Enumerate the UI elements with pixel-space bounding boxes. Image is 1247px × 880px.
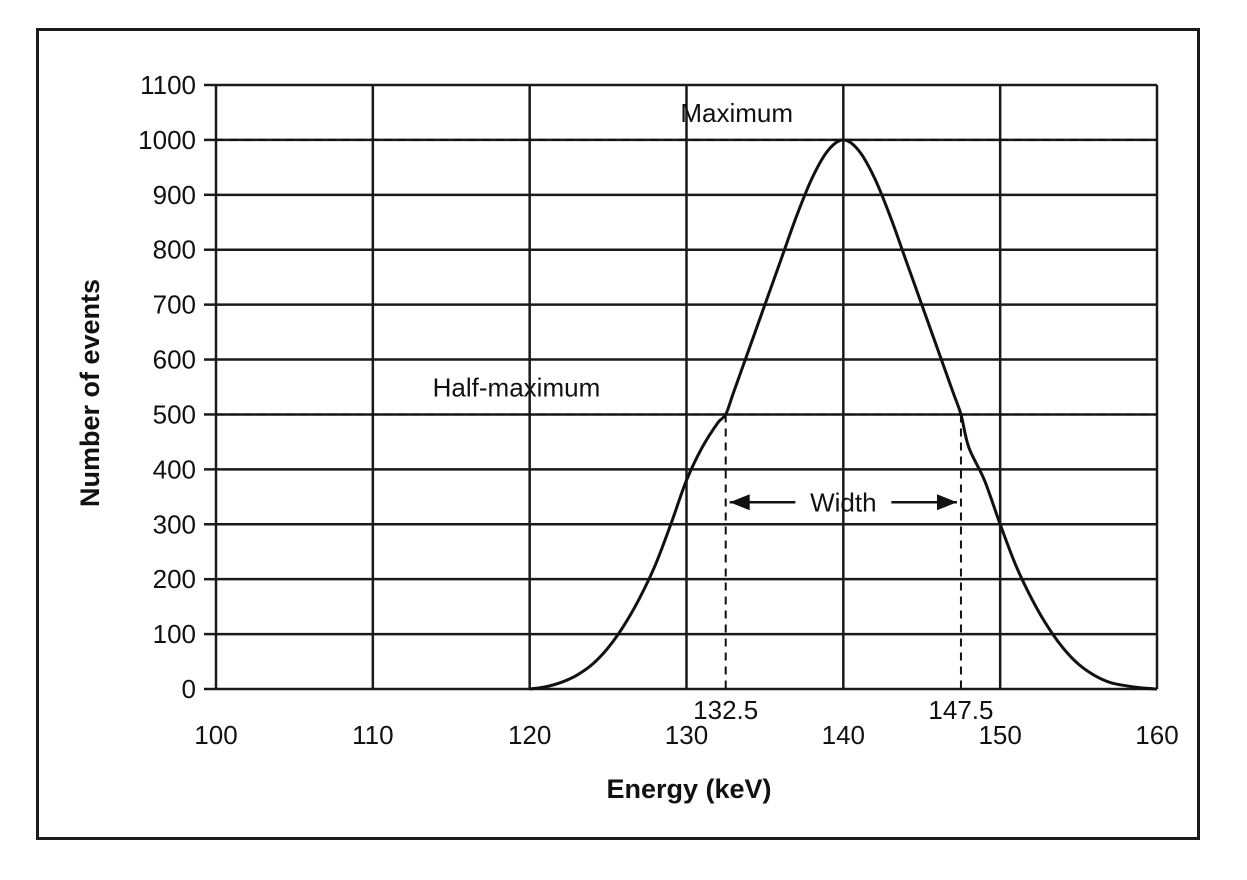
- annotations: Width: [729, 487, 957, 517]
- y-tick-label: 500: [153, 399, 196, 429]
- x-tick-label: 120: [508, 720, 551, 750]
- x-tick-label: 110: [352, 720, 393, 750]
- y-axis-title: Number of events: [75, 279, 105, 507]
- chart: Maximum Half-maximum 132.5 147.5 0 100 200 300…: [75, 70, 1179, 804]
- y-tick-label: 0: [182, 674, 196, 704]
- reference-line-label: Half-maximum: [433, 372, 601, 402]
- y-tick-label: 1100: [140, 70, 196, 100]
- reference-line-label: 132.5: [693, 695, 758, 725]
- y-tick-label: 200: [153, 564, 196, 594]
- y-tick-label: 300: [153, 509, 196, 539]
- x-tick-label: 130: [665, 720, 708, 750]
- y-tick-label: 1000: [138, 125, 196, 155]
- x-tick-label: 100: [194, 720, 237, 750]
- arrowhead-left: [729, 494, 750, 511]
- chart-frame: Maximum Half-maximum 132.5 147.5 0 100 200 300…: [36, 28, 1200, 840]
- x-tick-label: 160: [1135, 720, 1178, 750]
- reference-line-label: 147.5: [928, 695, 993, 725]
- arrowhead-right: [936, 494, 957, 511]
- y-tick-label: 900: [153, 180, 196, 210]
- y-tick-label: 800: [153, 235, 196, 265]
- axes: 0 100 200 300 400 500 600 700 800 900 1000 1100 100 1…: [138, 70, 1179, 750]
- series-line: [529, 138, 1158, 691]
- reference-lines: Maximum Half-maximum 132.5 147.5: [216, 98, 1157, 725]
- y-tick-label: 100: [153, 619, 196, 649]
- y-tick-label: 700: [153, 290, 196, 320]
- y-tick-label: 600: [153, 345, 196, 375]
- series: [529, 138, 1158, 691]
- x-axis-title: Energy (keV): [606, 774, 771, 804]
- reference-line-label: Maximum: [680, 98, 793, 128]
- x-tick-label: 150: [978, 720, 1021, 750]
- x-tick-label: 140: [822, 720, 865, 750]
- y-tick-label: 400: [153, 454, 196, 484]
- width-label: Width: [810, 487, 876, 517]
- grid: [214, 83, 1159, 691]
